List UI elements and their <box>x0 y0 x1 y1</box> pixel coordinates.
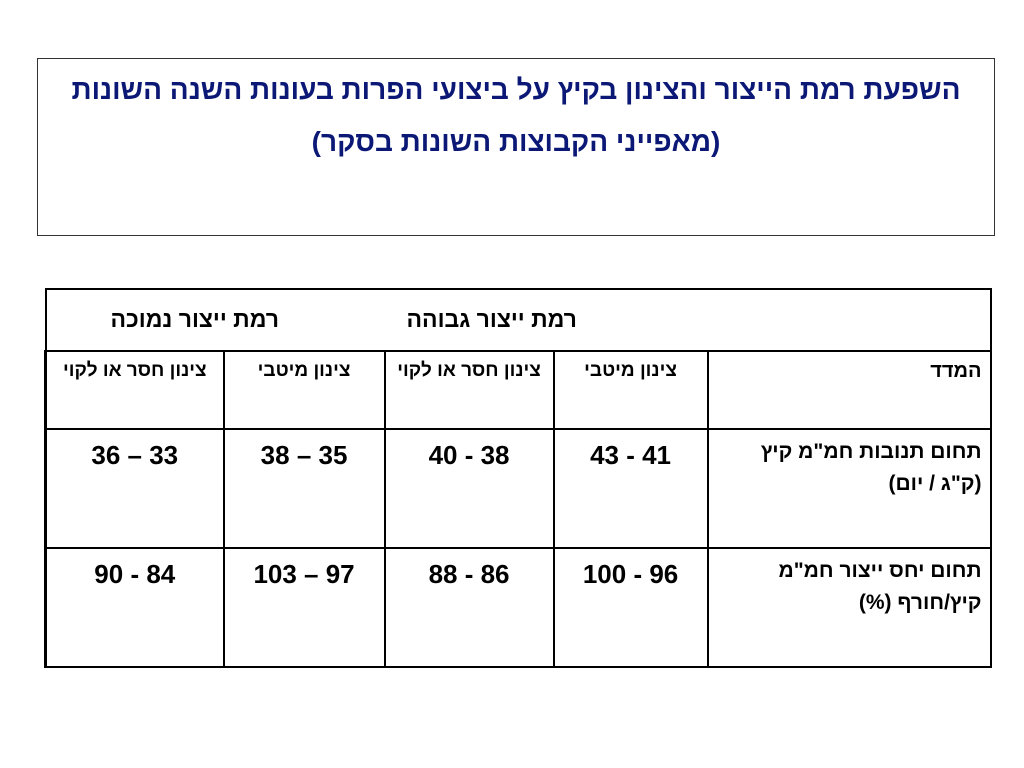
group-header-cell: רמת ייצור גבוהה רמת ייצור נמוכה <box>44 288 992 352</box>
column-header: צינון מיטבי <box>552 350 709 430</box>
column-header: צינון מיטבי <box>222 350 386 430</box>
cell-text: 43 - 41 <box>590 440 672 470</box>
cell-text: 88 - 86 <box>428 559 510 589</box>
cell-text: 40 - 38 <box>428 440 510 470</box>
cell: 38 – 35 <box>222 428 386 549</box>
cell: 90 - 84 <box>43 547 225 668</box>
cell: 88 - 86 <box>383 547 555 668</box>
row-label: תחום יחס ייצור חמ"מ קיץ/חורף (%) <box>706 547 992 668</box>
cell-text: 100 - 96 <box>582 559 679 589</box>
table: רמת ייצור גבוהה רמת ייצור נמוכה המדד צינ… <box>43 288 992 668</box>
column-header: צינון חסר או לקוי <box>43 350 225 430</box>
title-box: השפעת רמת הייצור והצינון בקיץ על ביצועי … <box>37 58 995 236</box>
row-label: תחום תנובות חמ"מ קיץ (ק"ג / יום) <box>706 428 992 549</box>
column-header: צינון חסר או לקוי <box>383 350 555 430</box>
cell-text: 103 – 97 <box>253 559 355 589</box>
group-header: רמת ייצור גבוהה <box>406 306 577 332</box>
table-row: תחום תנובות חמ"מ קיץ (ק"ג / יום) 43 - 41… <box>43 428 992 549</box>
table-row: תחום יחס ייצור חמ"מ קיץ/חורף (%) 100 - 9… <box>43 547 992 668</box>
subtitle: (מאפייני הקבוצות השונות בסקר) <box>311 126 721 157</box>
cell: 103 – 97 <box>222 547 386 668</box>
cell: 40 - 38 <box>383 428 555 549</box>
cell-text: 90 - 84 <box>94 559 176 589</box>
title: השפעת רמת הייצור והצינון בקיץ על ביצועי … <box>71 74 961 105</box>
cell-text: 38 – 35 <box>260 440 348 470</box>
group-header: רמת ייצור נמוכה <box>110 306 279 332</box>
group-header-row: רמת ייצור גבוהה רמת ייצור נמוכה <box>44 288 992 352</box>
cell: 43 - 41 <box>552 428 709 549</box>
cell: 36 – 33 <box>43 428 225 549</box>
column-header: המדד <box>706 350 992 430</box>
column-header-row: המדד צינון מיטבי צינון חסר או לקוי צינון… <box>43 350 992 430</box>
cell: 100 - 96 <box>552 547 709 668</box>
cell-text: 36 – 33 <box>91 440 179 470</box>
